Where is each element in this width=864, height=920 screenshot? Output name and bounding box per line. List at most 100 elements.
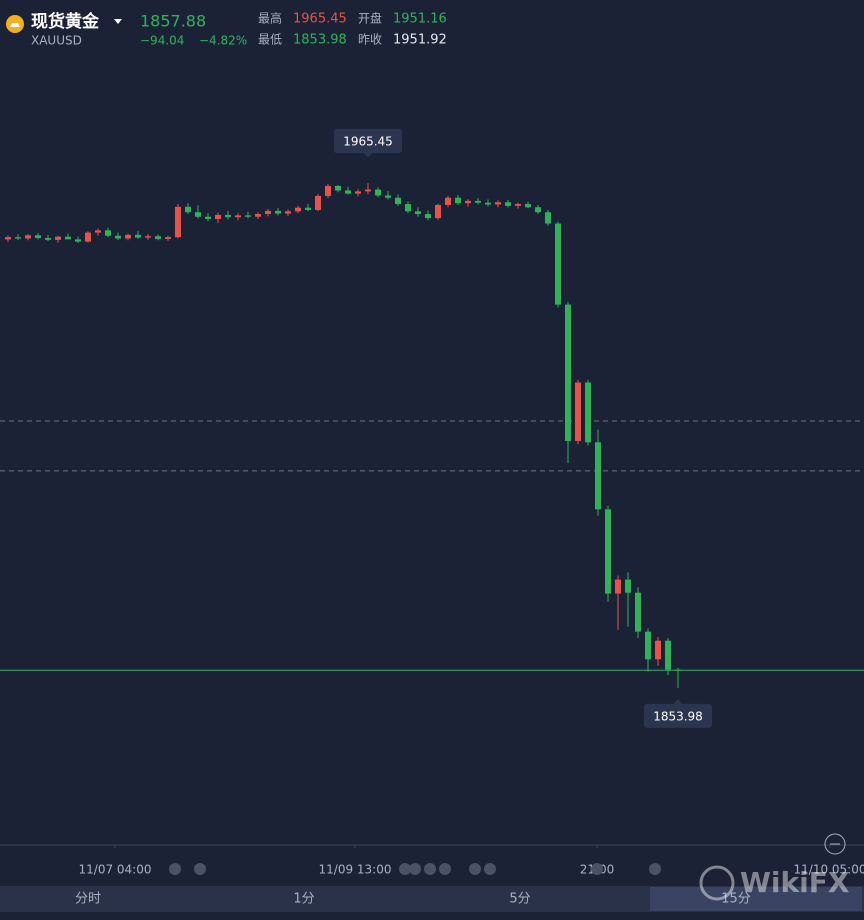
stat-value: 1951.16 <box>393 12 447 27</box>
tab[interactable]: 5分 <box>509 892 530 907</box>
tab[interactable]: 1分 <box>293 892 314 907</box>
watermark-logo <box>699 865 735 901</box>
candle-body <box>555 223 561 305</box>
candle-body <box>325 185 331 196</box>
candle-body <box>675 669 681 671</box>
candle-body <box>15 237 21 239</box>
candle-body <box>345 190 351 194</box>
candle-body <box>405 204 411 212</box>
candle-body <box>45 238 51 240</box>
zoom-out[interactable] <box>824 833 846 855</box>
stat-label: 昨收 <box>358 33 382 47</box>
candle-body <box>615 579 621 594</box>
candle-body <box>355 191 361 194</box>
event-marker[interactable] <box>484 863 496 875</box>
candle-body <box>515 204 521 206</box>
change: −94.04 <box>140 34 184 48</box>
event-marker[interactable] <box>591 863 603 875</box>
change-pct: −4.82% <box>199 34 247 48</box>
stat-label: 最高 <box>258 11 282 26</box>
event-marker[interactable] <box>424 863 436 875</box>
stat-value: 1853.98 <box>293 33 347 48</box>
x-tick-label: 11/09 13:00 <box>319 863 392 877</box>
candle-body <box>25 235 31 239</box>
event-marker[interactable] <box>649 863 661 875</box>
candle-body <box>315 195 321 210</box>
candle-body <box>195 212 201 217</box>
event-marker[interactable] <box>169 863 181 875</box>
candle-body <box>205 216 211 220</box>
candle-body <box>305 207 311 210</box>
stat-label: 开盘 <box>358 11 382 26</box>
candle-body <box>265 210 271 215</box>
candle-body <box>225 214 231 218</box>
candle-body <box>595 442 601 510</box>
candle-body <box>425 214 431 219</box>
candle-body <box>435 204 441 219</box>
candle-body <box>635 592 641 632</box>
candle-body <box>165 237 171 239</box>
candle-body <box>565 304 571 441</box>
candle-body <box>145 236 151 238</box>
candle-body <box>75 239 81 242</box>
tab-active[interactable] <box>650 887 862 911</box>
event-marker[interactable] <box>439 863 451 875</box>
candle-body <box>465 200 471 204</box>
candle-body <box>255 214 261 217</box>
price-annotation-pointer <box>364 152 372 158</box>
price: 1857.88 <box>140 12 206 31</box>
event-marker[interactable] <box>194 863 206 875</box>
candle-body <box>475 200 481 203</box>
candle-body <box>485 202 491 205</box>
candle-body <box>585 382 591 443</box>
candle-body <box>645 631 651 660</box>
candle-body <box>55 236 61 240</box>
candle-body <box>85 232 91 242</box>
candle-body <box>175 206 181 238</box>
candle-body <box>395 197 401 205</box>
candle-body <box>535 207 541 213</box>
candle-body <box>495 202 501 205</box>
candle-body <box>135 234 141 238</box>
tab[interactable]: 分时 <box>75 892 101 907</box>
candle-body <box>655 640 661 660</box>
dropdown-arrow[interactable] <box>114 19 122 24</box>
candle-body <box>335 185 341 191</box>
gold-icon-bars <box>10 23 20 27</box>
event-marker[interactable] <box>469 863 481 875</box>
candle-body <box>35 235 41 239</box>
candle-body <box>365 189 371 192</box>
candle-body <box>545 212 551 224</box>
candle-body <box>445 197 451 205</box>
candle-body <box>385 195 391 198</box>
event-marker[interactable] <box>409 863 421 875</box>
candle-body <box>125 234 131 239</box>
watermark: WikiFX <box>740 866 850 899</box>
price-annotation-box <box>644 703 712 728</box>
candle-body <box>5 237 11 240</box>
candle-body <box>505 202 511 206</box>
candle-body <box>375 189 381 196</box>
stat-label: 最低 <box>258 33 282 47</box>
instrument-name[interactable]: 现货黄金 <box>31 11 100 32</box>
price-annotation-box <box>334 128 402 153</box>
price-annotation-pointer <box>674 698 682 704</box>
price-annotation: 1965.45 <box>343 134 393 148</box>
event-marker[interactable] <box>399 863 411 875</box>
candle-body <box>665 640 671 670</box>
tab[interactable]: 15分 <box>721 892 751 907</box>
candle-body <box>215 214 221 220</box>
candle-body <box>605 509 611 594</box>
candle-body <box>95 230 101 233</box>
symbol: XAUUSD <box>31 34 82 48</box>
candle-body <box>525 204 531 208</box>
candle-body <box>625 579 631 593</box>
candle-body <box>235 215 241 218</box>
candle-body <box>105 230 111 236</box>
candle-body <box>415 211 421 215</box>
candle-body <box>575 382 581 441</box>
stat-value: 1951.92 <box>393 33 447 48</box>
